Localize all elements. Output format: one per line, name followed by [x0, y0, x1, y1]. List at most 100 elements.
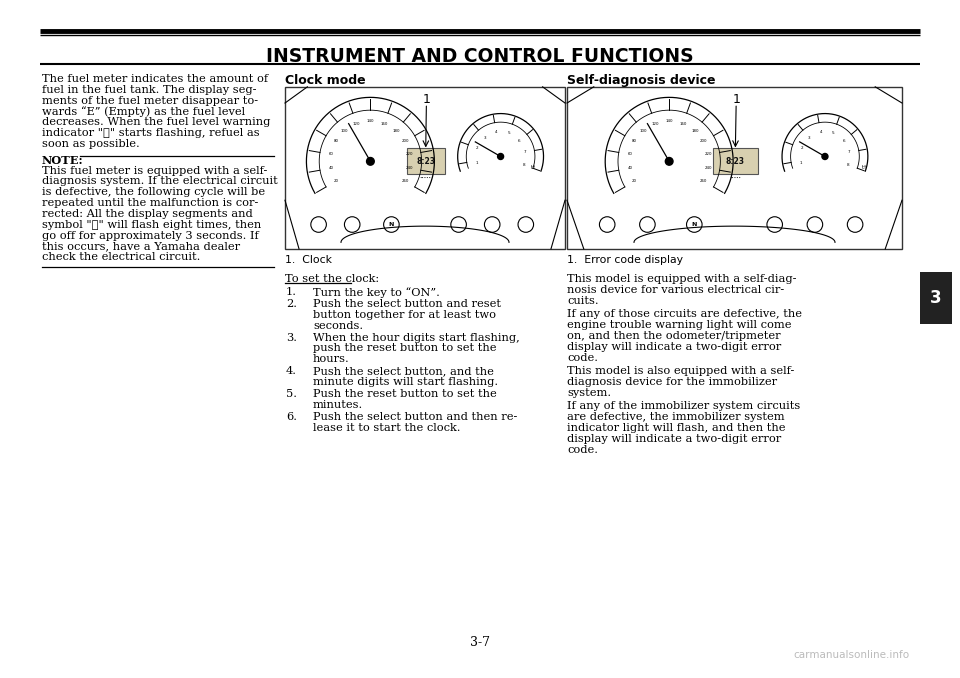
- Text: Self-diagnosis device: Self-diagnosis device: [567, 74, 715, 87]
- Text: 8: 8: [847, 163, 850, 167]
- Text: •••••: •••••: [730, 178, 741, 181]
- Text: This model is equipped with a self-diag-: This model is equipped with a self-diag-: [567, 275, 797, 284]
- Text: 120: 120: [353, 122, 361, 126]
- Text: 200: 200: [700, 140, 708, 143]
- Text: 7: 7: [523, 151, 526, 154]
- Circle shape: [367, 157, 374, 165]
- Text: 220: 220: [705, 153, 712, 157]
- Text: indicator "⛽" starts flashing, refuel as: indicator "⛽" starts flashing, refuel as: [42, 128, 259, 138]
- Text: cuits.: cuits.: [567, 296, 599, 306]
- Circle shape: [822, 153, 828, 159]
- Text: 7: 7: [848, 151, 851, 154]
- Text: 3.: 3.: [286, 333, 297, 342]
- Text: 160: 160: [679, 122, 686, 126]
- Text: 1: 1: [732, 94, 740, 106]
- Text: nosis device for various electrical cir-: nosis device for various electrical cir-: [567, 285, 784, 295]
- Text: 2: 2: [801, 146, 803, 150]
- Text: Push the reset button to set the: Push the reset button to set the: [313, 389, 496, 399]
- Text: 200: 200: [401, 140, 409, 143]
- Bar: [567, 87, 902, 249]
- Text: NOTE:: NOTE:: [42, 155, 84, 165]
- Text: 20: 20: [333, 179, 338, 183]
- Text: button together for at least two: button together for at least two: [313, 310, 496, 320]
- Text: push the reset button to set the: push the reset button to set the: [313, 344, 496, 353]
- Text: This model is also equipped with a self-: This model is also equipped with a self-: [567, 366, 794, 376]
- Text: 6: 6: [518, 138, 521, 142]
- Text: 2: 2: [476, 146, 479, 150]
- Text: on, and then the odometer/tripmeter: on, and then the odometer/tripmeter: [567, 331, 780, 341]
- Text: minutes.: minutes.: [313, 400, 363, 410]
- Text: rected: All the display segments and: rected: All the display segments and: [42, 209, 252, 219]
- Text: This fuel meter is equipped with a self-: This fuel meter is equipped with a self-: [42, 165, 268, 176]
- Text: 1.: 1.: [286, 287, 297, 297]
- Text: are defective, the immobilizer system: are defective, the immobilizer system: [567, 412, 784, 422]
- Text: 1.  Clock: 1. Clock: [285, 255, 332, 265]
- Text: 5: 5: [508, 132, 511, 135]
- Text: display will indicate a two-digit error: display will indicate a two-digit error: [567, 342, 781, 352]
- Text: 1: 1: [475, 161, 478, 165]
- Text: 3: 3: [807, 136, 810, 140]
- Text: 60: 60: [628, 153, 633, 157]
- Text: 240: 240: [705, 166, 712, 170]
- Text: 260: 260: [700, 179, 708, 183]
- Text: Push the select button, and the: Push the select button, and the: [313, 366, 493, 376]
- Text: 5.: 5.: [286, 389, 297, 399]
- Text: system.: system.: [567, 388, 612, 398]
- Text: The fuel meter indicates the amount of: The fuel meter indicates the amount of: [42, 74, 268, 84]
- Text: 6.: 6.: [286, 412, 297, 422]
- Text: If any of the immobilizer system circuits: If any of the immobilizer system circuit…: [567, 401, 801, 412]
- Bar: [712, 148, 758, 174]
- Text: To set the clock:: To set the clock:: [285, 275, 379, 284]
- Text: hours.: hours.: [313, 355, 349, 364]
- Text: carmanualsonline.info: carmanualsonline.info: [794, 650, 910, 660]
- Text: 8: 8: [522, 163, 525, 167]
- Text: 100: 100: [639, 129, 647, 133]
- Text: diagnosis system. If the electrical circuit: diagnosis system. If the electrical circ…: [42, 176, 277, 186]
- Text: 40: 40: [627, 166, 633, 170]
- Text: Turn the key to “ON”.: Turn the key to “ON”.: [313, 287, 440, 298]
- Text: check the electrical circuit.: check the electrical circuit.: [42, 252, 201, 262]
- Text: 260: 260: [401, 179, 409, 183]
- Text: seconds.: seconds.: [313, 321, 363, 331]
- Text: this occurs, have a Yamaha dealer: this occurs, have a Yamaha dealer: [42, 241, 240, 252]
- Text: 80: 80: [632, 140, 637, 143]
- Text: fuel in the fuel tank. The display seg-: fuel in the fuel tank. The display seg-: [42, 85, 256, 95]
- Text: 4.: 4.: [286, 366, 297, 376]
- Text: 4: 4: [495, 130, 497, 134]
- Text: t↑: t↑: [862, 165, 868, 170]
- Text: 1: 1: [800, 161, 803, 165]
- Text: 140: 140: [367, 119, 374, 123]
- Text: N: N: [389, 222, 395, 227]
- Text: decreases. When the fuel level warning: decreases. When the fuel level warning: [42, 117, 271, 127]
- Text: display will indicate a two-digit error: display will indicate a two-digit error: [567, 434, 781, 444]
- Bar: [285, 87, 565, 249]
- Text: Clock mode: Clock mode: [285, 74, 366, 87]
- Text: 1.  Error code display: 1. Error code display: [567, 255, 683, 265]
- Text: soon as possible.: soon as possible.: [42, 139, 140, 149]
- Text: go off for approximately 3 seconds. If: go off for approximately 3 seconds. If: [42, 231, 259, 241]
- Text: 3: 3: [484, 136, 486, 140]
- Text: Push the select button and reset: Push the select button and reset: [313, 299, 501, 309]
- Text: 240: 240: [406, 166, 414, 170]
- Text: code.: code.: [567, 353, 598, 363]
- Text: repeated until the malfunction is cor-: repeated until the malfunction is cor-: [42, 198, 258, 208]
- Text: 180: 180: [393, 129, 399, 133]
- Text: INSTRUMENT AND CONTROL FUNCTIONS: INSTRUMENT AND CONTROL FUNCTIONS: [266, 47, 694, 66]
- Text: 220: 220: [406, 153, 414, 157]
- Text: 80: 80: [333, 140, 338, 143]
- Text: 140: 140: [665, 119, 673, 123]
- Text: 2.: 2.: [286, 299, 297, 309]
- Circle shape: [497, 153, 504, 159]
- Text: 4: 4: [820, 130, 822, 134]
- Text: 8:23: 8:23: [726, 157, 745, 166]
- Text: 120: 120: [652, 122, 660, 126]
- Text: 40: 40: [328, 166, 333, 170]
- Circle shape: [665, 157, 673, 165]
- Text: When the hour digits start flashing,: When the hour digits start flashing,: [313, 333, 519, 342]
- Text: 100: 100: [341, 129, 348, 133]
- Text: 160: 160: [380, 122, 388, 126]
- Text: code.: code.: [567, 445, 598, 455]
- Text: diagnosis device for the immobilizer: diagnosis device for the immobilizer: [567, 377, 778, 387]
- Text: wards “E” (Empty) as the fuel level: wards “E” (Empty) as the fuel level: [42, 106, 245, 117]
- Text: minute digits will start flashing.: minute digits will start flashing.: [313, 377, 498, 387]
